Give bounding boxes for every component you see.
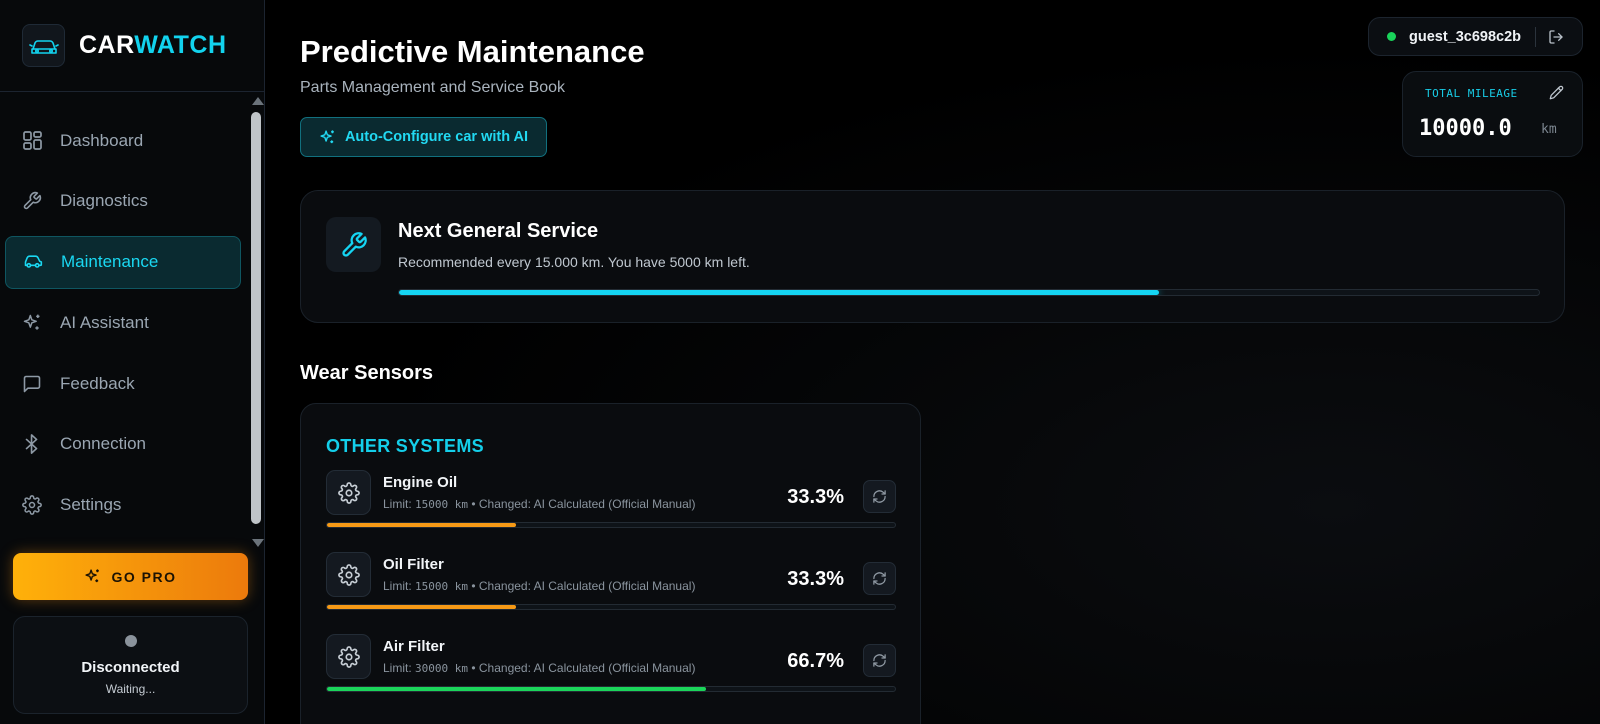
logout-icon[interactable] bbox=[1548, 29, 1564, 45]
dashboard-icon bbox=[22, 131, 42, 151]
bluetooth-icon bbox=[22, 434, 42, 455]
sidebar-scrollbar[interactable] bbox=[249, 94, 264, 549]
sparkles-icon bbox=[22, 313, 42, 333]
mileage-label: TOTAL MILEAGE bbox=[1425, 87, 1518, 100]
sensor-changed: • Changed: AI Calculated (Official Manua… bbox=[471, 661, 696, 675]
sidebar-item-label: Feedback bbox=[60, 373, 135, 393]
sensor-name: Oil Filter bbox=[383, 556, 444, 573]
sensor-meta: Limit: 30000 km • Changed: AI Calculated… bbox=[383, 661, 695, 675]
gear-icon bbox=[22, 495, 42, 516]
sensor-row: Engine Oil Limit: 15000 km • Changed: AI… bbox=[326, 470, 896, 554]
sensor-group-title: OTHER SYSTEMS bbox=[326, 436, 484, 456]
sidebar-item-label: Dashboard bbox=[60, 130, 144, 150]
total-mileage-card: TOTAL MILEAGE 10000.0 km bbox=[1402, 71, 1583, 157]
sparkles-icon bbox=[84, 568, 101, 585]
brand-name-part2: WATCH bbox=[134, 31, 227, 59]
sensor-progress-fill bbox=[327, 605, 517, 609]
sidebar-item-label: Settings bbox=[60, 495, 122, 515]
scroll-up-arrow-icon[interactable] bbox=[252, 97, 264, 105]
reset-refresh-icon[interactable] bbox=[863, 562, 896, 595]
sensor-limit-value: 15000 km bbox=[415, 498, 468, 511]
gear-icon bbox=[326, 634, 371, 679]
service-description: Recommended every 15.000 km. You have 50… bbox=[398, 254, 750, 270]
sidebar-nav: Dashboard Diagnostics Maintenance AI Ass… bbox=[5, 114, 241, 540]
sidebar-item-label: Maintenance bbox=[61, 252, 159, 272]
sidebar-item-ai-assistant[interactable]: AI Assistant bbox=[5, 296, 241, 349]
reset-refresh-icon[interactable] bbox=[863, 644, 896, 677]
brand-name: CARWATCH bbox=[79, 31, 227, 60]
sensor-row: Air Filter Limit: 30000 km • Changed: AI… bbox=[326, 634, 896, 718]
sensor-progress-fill bbox=[327, 523, 517, 527]
wear-sensors-title: Wear Sensors bbox=[300, 362, 434, 384]
wrench-icon bbox=[326, 217, 381, 272]
user-pill: guest_3c698c2b bbox=[1368, 17, 1583, 56]
next-service-card: Next General Service Recommended every 1… bbox=[300, 190, 1565, 323]
mileage-unit: km bbox=[1541, 122, 1557, 137]
service-title: Next General Service bbox=[398, 220, 599, 242]
car-icon bbox=[23, 252, 43, 272]
connection-status-dot bbox=[124, 635, 137, 647]
sensor-progress-bar bbox=[326, 522, 896, 528]
sensor-row: Oil Filter Limit: 15000 km • Changed: AI… bbox=[326, 552, 896, 636]
sidebar-item-label: Diagnostics bbox=[60, 191, 148, 211]
sensor-limit-prefix: Limit: bbox=[383, 579, 412, 593]
online-status-dot bbox=[1387, 32, 1396, 41]
gear-icon bbox=[326, 470, 371, 515]
sidebar-item-connection[interactable]: Connection bbox=[5, 418, 241, 471]
sensor-percent: 33.3% bbox=[787, 568, 844, 590]
car-logo-icon bbox=[22, 24, 65, 67]
connection-status: Disconnected bbox=[81, 659, 180, 676]
gear-icon bbox=[326, 552, 371, 597]
sensor-progress-fill bbox=[327, 687, 706, 691]
sidebar-item-maintenance[interactable]: Maintenance bbox=[5, 235, 241, 289]
mileage-value: 10000.0 bbox=[1419, 116, 1512, 141]
go-pro-label: GO PRO bbox=[111, 568, 177, 585]
sensor-limit-value: 15000 km bbox=[415, 580, 468, 593]
connection-substatus: Waiting... bbox=[105, 682, 156, 696]
page-title: Predictive Maintenance bbox=[300, 34, 645, 69]
sensor-meta: Limit: 15000 km • Changed: AI Calculated… bbox=[383, 579, 695, 593]
scroll-down-arrow-icon[interactable] bbox=[252, 539, 264, 547]
sidebar-item-settings[interactable]: Settings bbox=[5, 479, 241, 532]
sensor-limit-prefix: Limit: bbox=[383, 497, 412, 511]
wrench-icon bbox=[22, 191, 42, 211]
sensor-percent: 66.7% bbox=[787, 650, 844, 672]
username: guest_3c698c2b bbox=[1409, 28, 1522, 45]
sensor-limit-prefix: Limit: bbox=[383, 661, 412, 675]
page-subtitle: Parts Management and Service Book bbox=[300, 79, 566, 96]
sidebar-item-diagnostics[interactable]: Diagnostics bbox=[5, 175, 241, 228]
sensor-percent: 33.3% bbox=[787, 486, 844, 508]
sensor-progress-bar bbox=[326, 604, 896, 610]
sensor-limit-value: 30000 km bbox=[415, 662, 468, 675]
connection-status-card: Disconnected Waiting... bbox=[13, 616, 248, 714]
sensor-meta: Limit: 15000 km • Changed: AI Calculated… bbox=[383, 497, 695, 511]
brand-name-part1: CAR bbox=[79, 31, 135, 59]
wear-sensors-card: OTHER SYSTEMS Engine Oil Limit: 15000 km… bbox=[300, 403, 921, 724]
sensor-name: Air Filter bbox=[383, 638, 445, 655]
main-content: Predictive Maintenance Parts Management … bbox=[266, 0, 1600, 724]
divider bbox=[1535, 26, 1537, 47]
sidebar-item-label: AI Assistant bbox=[60, 312, 149, 332]
sensor-progress-bar bbox=[326, 686, 896, 692]
service-progress-fill bbox=[399, 290, 1160, 295]
service-progress-bar bbox=[398, 289, 1540, 296]
sidebar-item-dashboard[interactable]: Dashboard bbox=[5, 114, 241, 167]
reset-refresh-icon[interactable] bbox=[863, 480, 896, 513]
scroll-thumb[interactable] bbox=[251, 112, 261, 524]
sidebar: CARWATCH Dashboard Diagnostics Maintenan… bbox=[0, 0, 265, 724]
auto-configure-ai-button[interactable]: Auto-Configure car with AI bbox=[300, 117, 547, 157]
sensor-name: Engine Oil bbox=[383, 474, 458, 491]
edit-pencil-icon[interactable] bbox=[1549, 85, 1564, 105]
sidebar-item-label: Connection bbox=[60, 434, 147, 454]
go-pro-button[interactable]: GO PRO bbox=[13, 553, 248, 600]
message-icon bbox=[22, 374, 42, 394]
brand[interactable]: CARWATCH bbox=[0, 0, 264, 92]
sensor-changed: • Changed: AI Calculated (Official Manua… bbox=[471, 497, 696, 511]
auto-configure-ai-label: Auto-Configure car with AI bbox=[344, 129, 529, 145]
sparkles-icon bbox=[319, 129, 336, 146]
sensor-changed: • Changed: AI Calculated (Official Manua… bbox=[471, 579, 696, 593]
sidebar-item-feedback[interactable]: Feedback bbox=[5, 357, 241, 410]
